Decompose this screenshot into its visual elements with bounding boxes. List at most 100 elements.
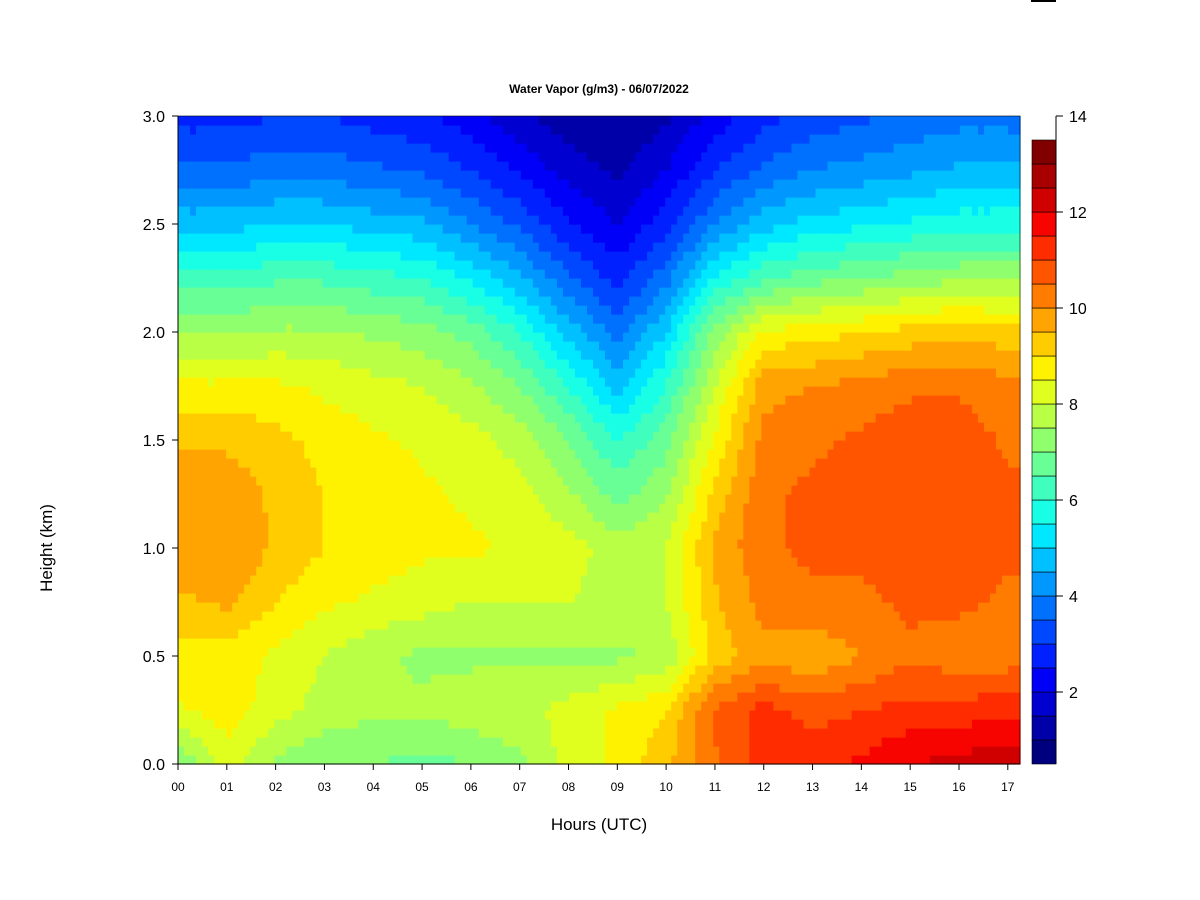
heatmap-cell bbox=[749, 665, 756, 675]
heatmap-cell bbox=[364, 755, 372, 765]
heatmap-cell bbox=[358, 746, 366, 756]
heatmap-cell bbox=[394, 611, 402, 621]
heatmap-cell bbox=[322, 494, 329, 504]
heatmap-cell bbox=[490, 512, 498, 522]
heatmap-cell bbox=[388, 521, 396, 531]
heatmap-cell bbox=[905, 701, 913, 711]
heatmap-cell bbox=[947, 485, 955, 495]
heatmap-cell bbox=[550, 665, 558, 675]
heatmap-cell bbox=[941, 746, 949, 756]
heatmap-cell bbox=[316, 728, 323, 738]
heatmap-cell bbox=[761, 521, 768, 531]
heatmap-cell bbox=[839, 476, 847, 486]
heatmap-cell bbox=[767, 746, 775, 756]
heatmap-cell bbox=[520, 458, 528, 468]
heatmap-cell bbox=[268, 737, 275, 747]
heatmap-cell bbox=[1007, 566, 1015, 576]
heatmap-cell bbox=[334, 449, 341, 459]
heatmap-cell bbox=[496, 584, 504, 594]
heatmap-cell bbox=[893, 467, 901, 477]
heatmap-cell bbox=[334, 692, 341, 702]
heatmap-cell bbox=[448, 665, 456, 675]
heatmap-cell bbox=[923, 710, 931, 720]
heatmap-cell bbox=[196, 458, 203, 468]
heatmap-cell bbox=[292, 485, 299, 495]
heatmap-cell bbox=[430, 503, 438, 513]
heatmap-cell bbox=[196, 476, 203, 486]
heatmap-cell bbox=[244, 503, 251, 513]
heatmap-cell bbox=[346, 728, 354, 738]
heatmap-cell bbox=[568, 566, 576, 576]
heatmap-cell bbox=[340, 440, 347, 450]
heatmap-cell bbox=[412, 458, 420, 468]
heatmap-cell bbox=[791, 521, 799, 531]
heatmap-cell bbox=[184, 566, 191, 576]
heatmap-cell bbox=[719, 557, 726, 567]
heatmap-cell bbox=[677, 566, 684, 576]
heatmap-cell bbox=[695, 566, 702, 576]
heatmap-cell bbox=[238, 665, 245, 675]
heatmap-cell bbox=[641, 638, 648, 648]
heatmap-cell bbox=[274, 539, 281, 549]
heatmap-cell bbox=[641, 503, 648, 513]
heatmap-cell bbox=[773, 719, 781, 729]
heatmap-cell bbox=[448, 548, 456, 558]
heatmap-cell bbox=[809, 485, 817, 495]
heatmap-cell bbox=[298, 755, 305, 765]
heatmap-cell bbox=[448, 458, 456, 468]
heatmap-cell bbox=[574, 494, 582, 504]
heatmap-cell bbox=[190, 611, 197, 621]
heatmap-cell bbox=[340, 503, 347, 513]
heatmap-cell bbox=[292, 755, 299, 765]
heatmap-cell bbox=[965, 602, 973, 612]
heatmap-cell bbox=[460, 692, 468, 702]
heatmap-cell bbox=[653, 539, 660, 549]
heatmap-cell bbox=[977, 575, 985, 585]
heatmap-cell bbox=[695, 530, 702, 540]
heatmap-cell bbox=[460, 719, 468, 729]
heatmap-cell bbox=[316, 701, 323, 711]
heatmap-cell bbox=[803, 512, 811, 522]
heatmap-cell bbox=[526, 710, 534, 720]
heatmap-cell bbox=[346, 575, 354, 585]
heatmap-cell bbox=[346, 566, 354, 576]
heatmap-cell bbox=[869, 566, 877, 576]
heatmap-cell bbox=[394, 737, 402, 747]
heatmap-cell bbox=[983, 593, 991, 603]
heatmap-cell bbox=[430, 656, 438, 666]
heatmap-cell bbox=[274, 710, 281, 720]
heatmap-cell bbox=[532, 494, 540, 504]
heatmap-cell bbox=[514, 602, 522, 612]
heatmap-cell bbox=[358, 476, 366, 486]
heatmap-cell bbox=[989, 647, 997, 657]
heatmap-cell bbox=[454, 512, 462, 522]
heatmap-cell bbox=[773, 548, 781, 558]
heatmap-cell bbox=[671, 440, 678, 450]
heatmap-cell bbox=[232, 476, 239, 486]
heatmap-cell bbox=[208, 674, 215, 684]
heatmap-cell bbox=[214, 485, 221, 495]
heatmap-cell bbox=[340, 566, 347, 576]
heatmap-cell bbox=[947, 647, 955, 657]
heatmap-cell bbox=[893, 719, 901, 729]
heatmap-cell bbox=[947, 557, 955, 567]
heatmap-cell bbox=[436, 674, 444, 684]
heatmap-cell bbox=[647, 692, 654, 702]
heatmap-cell bbox=[208, 575, 215, 585]
heatmap-cell bbox=[358, 467, 366, 477]
heatmap-cell bbox=[833, 665, 841, 675]
heatmap-cell bbox=[358, 665, 366, 675]
heatmap-cell bbox=[580, 539, 588, 549]
heatmap-cell bbox=[280, 566, 287, 576]
heatmap-cell bbox=[556, 575, 564, 585]
heatmap-cell bbox=[911, 593, 919, 603]
heatmap-cell bbox=[232, 575, 239, 585]
heatmap-cell bbox=[370, 665, 378, 675]
heatmap-cell bbox=[701, 710, 708, 720]
heatmap-cell bbox=[959, 503, 967, 513]
heatmap-cell bbox=[959, 485, 967, 495]
heatmap-cell bbox=[899, 737, 907, 747]
heatmap-cell bbox=[424, 575, 432, 585]
heatmap-cell bbox=[647, 467, 654, 477]
heatmap-cell bbox=[851, 638, 859, 648]
